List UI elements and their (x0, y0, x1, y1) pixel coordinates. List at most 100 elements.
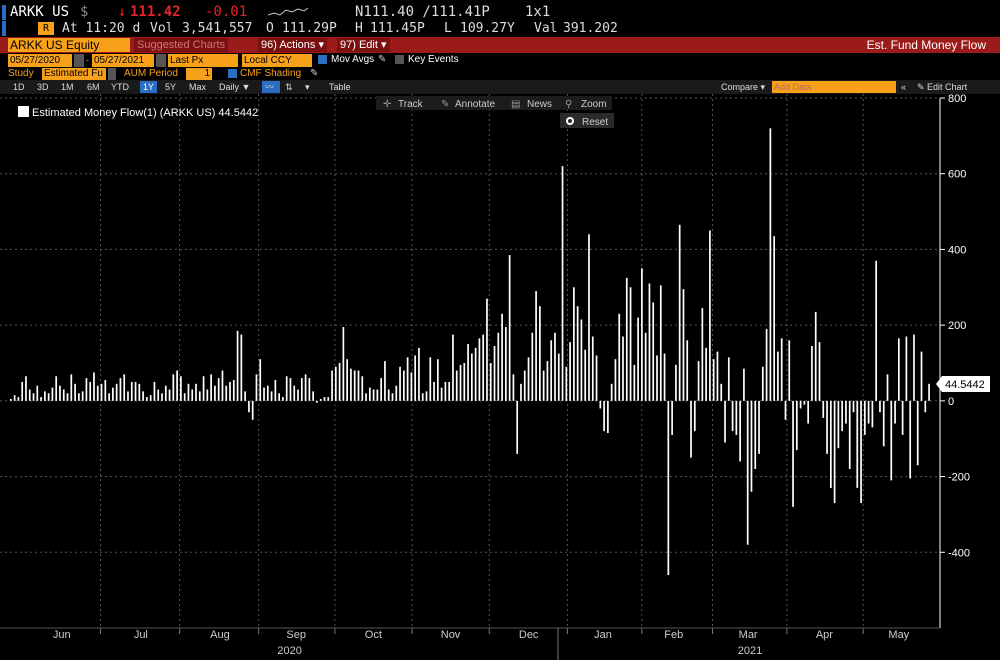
add-data-input[interactable]: Add Data (772, 81, 896, 93)
zoom-button[interactable]: Zoom (581, 99, 607, 110)
news-button[interactable]: News (527, 99, 552, 110)
collapse-icon[interactable]: « (901, 82, 907, 92)
money-flow-bar (882, 400, 885, 447)
money-flow-bar (489, 363, 492, 401)
last-value-pointer (936, 375, 990, 392)
mov-avgs-checkbox[interactable] (318, 55, 327, 64)
table-button[interactable]: Table (329, 82, 351, 92)
money-flow-bar (871, 400, 874, 428)
study-select[interactable]: Estimated Fu (42, 68, 106, 80)
money-flow-bar (176, 370, 178, 401)
money-flow-bar (625, 277, 628, 401)
money-flow-bar (527, 357, 530, 401)
bar-series (10, 128, 930, 575)
frequency-select[interactable]: Daily ▼ (219, 82, 251, 92)
money-flow-bar (788, 340, 791, 401)
line-chart-icon[interactable]: 〰 (262, 81, 280, 93)
money-flow-bar (516, 400, 519, 454)
money-flow-bar (750, 400, 753, 492)
key-events-checkbox[interactable] (395, 55, 404, 64)
y-tick-label: 0 (948, 396, 954, 408)
money-flow-bar (112, 387, 114, 401)
period-button-6m[interactable]: 6M (87, 82, 100, 92)
actions-label: 96) Actions (261, 39, 316, 51)
period-button-ytd[interactable]: YTD (111, 82, 129, 92)
money-flow-bar (421, 393, 424, 401)
money-flow-bar (471, 353, 473, 401)
money-flow-bar (701, 308, 704, 401)
money-flow-bar (180, 376, 182, 401)
money-flow-bar (444, 381, 447, 401)
chevron-down-icon[interactable]: ▾ (305, 82, 310, 92)
money-flow-bar (142, 391, 144, 401)
money-flow-bar (414, 355, 417, 401)
money-flow-bar (875, 260, 878, 401)
calendar-icon[interactable] (156, 54, 166, 67)
period-button-1y[interactable]: 1Y (140, 81, 158, 93)
money-flow-bar (667, 400, 670, 575)
suggested-charts-button[interactable]: Suggested Charts (134, 38, 229, 52)
money-flow-bar (17, 397, 20, 401)
money-flow-bar (353, 370, 356, 401)
currency-select[interactable]: Local CCY (242, 54, 312, 67)
money-flow-bar (138, 383, 141, 401)
track-button[interactable]: Track (398, 99, 424, 110)
edit-chart-button[interactable]: ✎ Edit Chart (917, 82, 968, 92)
aum-period-field[interactable]: 1 (186, 68, 212, 80)
money-flow-bar (603, 400, 605, 432)
cmf-shading-checkbox[interactable] (228, 69, 237, 78)
compare-menu[interactable]: Compare ▾ (721, 82, 766, 92)
money-flow-bar (822, 400, 825, 418)
period-button-3d[interactable]: 3D (37, 82, 49, 92)
bar-chart-icon[interactable]: ⇅ (285, 82, 293, 92)
money-flow-bar (202, 376, 205, 401)
money-flow-bar (539, 306, 541, 401)
money-flow-bar (244, 391, 246, 401)
money-flow-bar (758, 400, 760, 454)
edit-menu[interactable]: 97) Edit ▾ (337, 38, 390, 52)
start-date-field[interactable]: 05/27/2020 (8, 54, 72, 67)
x-tick-label: Aug (210, 629, 230, 641)
volume-label: Vol (150, 21, 174, 36)
security-field[interactable]: ARKK US Equity (8, 38, 130, 52)
money-flow-bar (418, 347, 420, 401)
period-button-1m[interactable]: 1M (61, 82, 74, 92)
open-value: 111.29P (282, 21, 337, 36)
money-flow-bar (531, 332, 534, 401)
pencil-icon[interactable]: ✎ (378, 54, 387, 65)
money-flow-bar (323, 397, 326, 401)
money-flow-bar (251, 400, 254, 420)
period-button-5y[interactable]: 5Y (165, 82, 177, 92)
money-flow-chart[interactable]: 800 600 400 200 0 -200 -400 Jun Jul Aug Sep Oct Nov… (0, 94, 1000, 660)
money-flow-bar (278, 393, 280, 401)
money-flow-bar (74, 383, 76, 401)
study-dropdown-icon[interactable] (108, 68, 116, 80)
pencil-icon[interactable]: ✎ (310, 68, 319, 79)
currency-symbol: $ (80, 4, 89, 20)
money-flow-bar (372, 389, 375, 401)
calendar-icon[interactable] (74, 54, 84, 67)
reset-button[interactable] (560, 113, 614, 128)
money-flow-bar (879, 400, 881, 413)
money-flow-bar (293, 385, 296, 401)
money-flow-bar (297, 389, 299, 401)
money-flow-bar (818, 342, 821, 401)
annotate-button[interactable]: Annotate (455, 99, 495, 110)
quote-size: 1x1 (525, 4, 551, 20)
mov-avgs-label: Mov Avgs (331, 54, 375, 65)
ticker-symbol[interactable]: ARKK US (10, 4, 70, 20)
money-flow-bar (727, 357, 730, 401)
money-flow-bar (588, 234, 590, 401)
ticker-marker (2, 5, 6, 20)
actions-menu[interactable]: 96) Actions ▾ (258, 38, 328, 52)
end-date-field[interactable]: 05/27/2021 (92, 54, 154, 67)
money-flow-bar (221, 370, 224, 401)
money-flow-bar (886, 374, 889, 401)
money-flow-bar (115, 383, 118, 401)
period-button-1d[interactable]: 1D (13, 82, 25, 92)
price-type-select[interactable]: Last Px (168, 54, 238, 67)
money-flow-bar (240, 334, 243, 401)
money-flow-bar (826, 400, 828, 454)
period-button-max[interactable]: Max (189, 82, 207, 92)
y-tick-label: 800 (948, 94, 966, 105)
